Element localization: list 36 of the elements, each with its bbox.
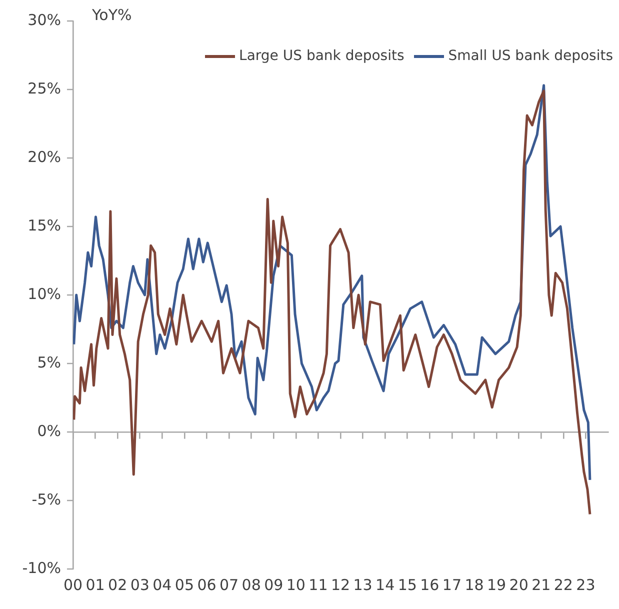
x-tick-label: 13: [353, 576, 372, 594]
y-tick-label: -5%: [32, 490, 61, 508]
y-axis-title: YoY%: [92, 6, 132, 24]
x-tick-label: 21: [532, 576, 551, 594]
x-tick-label: 19: [486, 576, 506, 594]
x-tick-label: 20: [509, 576, 528, 594]
y-tick-label: 30%: [28, 10, 61, 29]
x-tick-label: 06: [197, 576, 216, 594]
x-tick-label: 15: [398, 576, 417, 594]
x-tick-label: 22: [554, 576, 573, 594]
x-tick-label: 08: [242, 576, 261, 594]
y-tick-label: 15%: [28, 216, 61, 234]
y-tick-label: 10%: [28, 284, 61, 303]
x-tick-label: 16: [420, 576, 440, 594]
x-tick-label: 09: [264, 576, 284, 594]
legend-label: Small US bank deposits: [448, 48, 613, 64]
x-tick-label: 14: [376, 576, 395, 594]
x-tick-label: 23: [576, 576, 596, 594]
x-tick-label: 00: [63, 576, 83, 594]
x-tick-label: 02: [108, 576, 128, 594]
y-tick-label: 20%: [28, 148, 61, 166]
legend-label: Large US bank deposits: [239, 48, 404, 64]
x-tick-label: 11: [308, 576, 328, 594]
x-tick-label: 01: [86, 576, 105, 594]
y-tick-label: 0%: [37, 422, 61, 440]
y-tick-label: 5%: [37, 353, 61, 372]
y-tick-label: -10%: [22, 558, 61, 577]
x-tick-label: 12: [330, 576, 350, 594]
x-tick-label: 07: [219, 576, 239, 594]
x-tick-label: 10: [286, 576, 306, 594]
x-tick-label: 18: [464, 576, 484, 594]
x-tick-label: 05: [174, 576, 194, 594]
x-tick-label: 03: [130, 576, 150, 594]
x-tick-label: 17: [442, 576, 462, 594]
x-tick-label: 04: [152, 576, 172, 594]
y-tick-label: 25%: [28, 79, 61, 98]
